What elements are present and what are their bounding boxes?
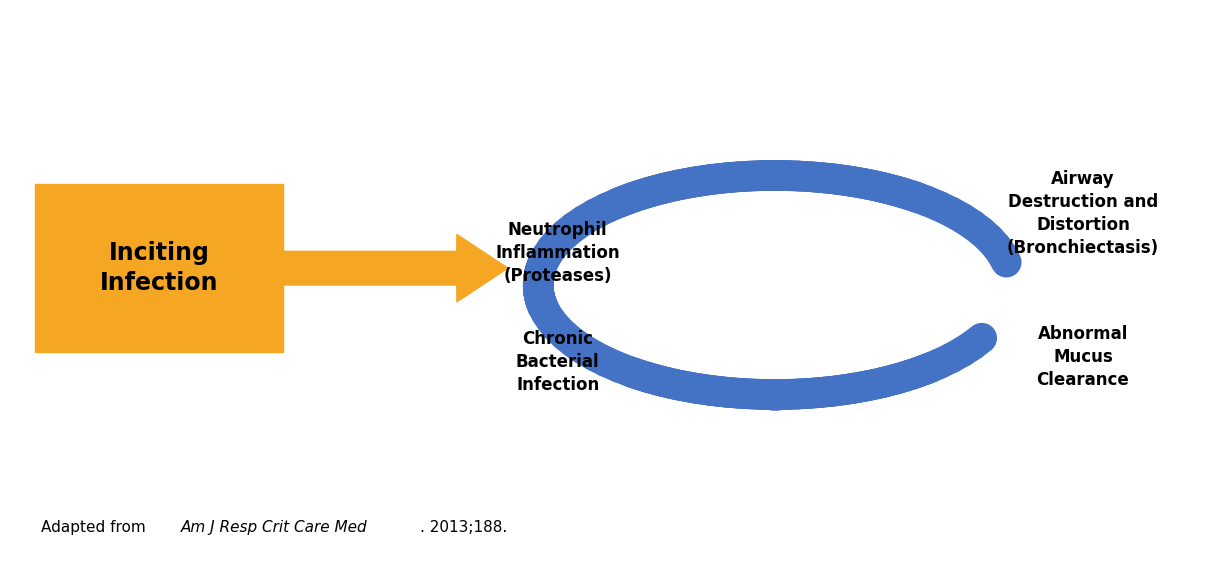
Text: Adapted from: Adapted from [40, 520, 150, 535]
Text: Abnormal
Mucus
Clearance: Abnormal Mucus Clearance [1036, 325, 1129, 389]
Text: Inciting
Infection: Inciting Infection [100, 241, 219, 295]
Text: Neutrophil
Inflammation
(Proteases): Neutrophil Inflammation (Proteases) [495, 221, 620, 284]
FancyArrow shape [284, 234, 508, 302]
Text: Chronic
Bacterial
Infection: Chronic Bacterial Infection [516, 331, 600, 394]
Text: Am J Resp Crit Care Med: Am J Resp Crit Care Med [181, 520, 368, 535]
FancyBboxPatch shape [34, 184, 284, 352]
Text: Airway
Destruction and
Distortion
(Bronchiectasis): Airway Destruction and Distortion (Bronc… [1007, 170, 1158, 256]
Text: . 2013;188.: . 2013;188. [420, 520, 507, 535]
